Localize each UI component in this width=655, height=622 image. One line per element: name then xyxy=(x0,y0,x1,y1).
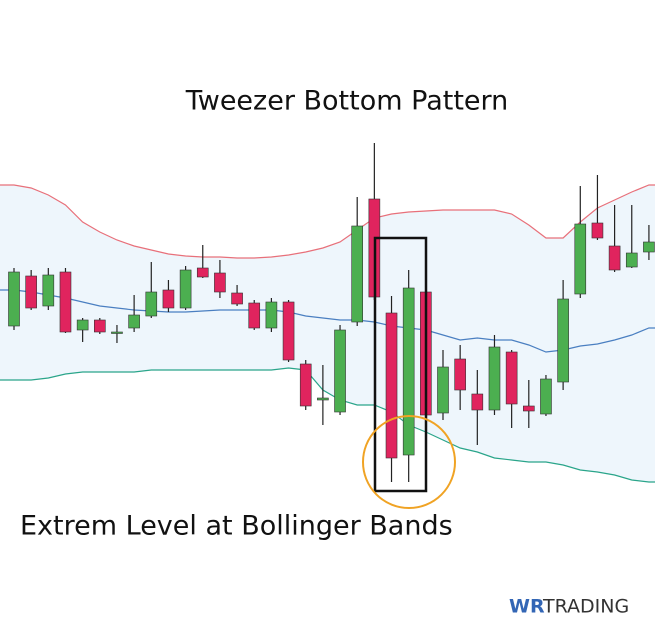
candle-body xyxy=(557,298,569,383)
candle-body xyxy=(437,366,449,414)
candle-body xyxy=(265,301,278,329)
candle-body xyxy=(162,289,175,309)
candle-body xyxy=(591,222,604,239)
candle-body xyxy=(128,314,140,329)
candle-body xyxy=(282,301,295,361)
candle-body xyxy=(643,241,655,253)
candle-body xyxy=(351,225,364,323)
candle-body xyxy=(179,269,192,309)
candle-body xyxy=(145,291,158,317)
band-fill xyxy=(0,185,655,482)
candle-body xyxy=(574,223,587,295)
band-line xyxy=(0,367,655,483)
candle-body xyxy=(608,245,621,271)
candle-body xyxy=(488,346,501,411)
candle-body xyxy=(76,319,89,331)
candle-body xyxy=(385,312,398,459)
annotation: Extrem Level at Bollinger Bands xyxy=(20,511,453,542)
candle-body xyxy=(94,319,106,333)
candle-body xyxy=(505,351,518,405)
candle-body xyxy=(25,275,37,309)
band-line xyxy=(0,184,655,259)
candle-body xyxy=(42,274,55,307)
candle-body xyxy=(299,363,312,407)
band-line xyxy=(0,289,655,353)
candle-body xyxy=(231,292,243,305)
candle-body xyxy=(59,271,72,333)
bollinger-bands xyxy=(0,184,655,483)
candle-body xyxy=(471,393,484,411)
candle-body xyxy=(214,272,226,293)
candle-body xyxy=(334,329,346,413)
pattern-box xyxy=(373,236,428,493)
candle-body xyxy=(317,397,329,401)
candle-body xyxy=(522,405,535,412)
chart-title: Tweezer Bottom Pattern xyxy=(185,86,509,117)
candle-body xyxy=(248,302,261,329)
brand-prefix: WR xyxy=(509,596,545,618)
candle-body xyxy=(454,358,466,391)
candle-body xyxy=(111,331,123,334)
candle-body xyxy=(196,267,209,278)
brand-name: TRADING xyxy=(542,596,629,618)
highlight-circle xyxy=(362,415,456,509)
candle-body xyxy=(402,287,415,456)
candle-body xyxy=(8,271,20,327)
candle-body xyxy=(625,252,638,268)
candle-body xyxy=(540,378,552,415)
